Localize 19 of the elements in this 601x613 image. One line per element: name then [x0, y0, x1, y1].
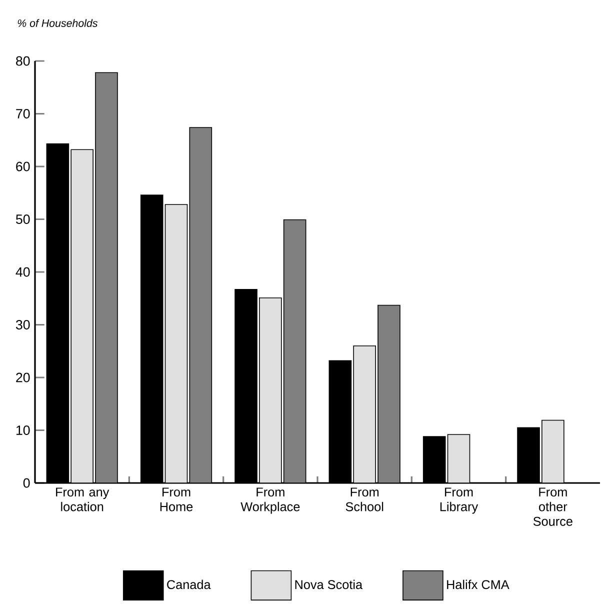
y-tick-label: 10: [16, 426, 30, 435]
legend-label: Canada: [167, 580, 211, 590]
y-tick-label: 20: [16, 372, 30, 382]
legend-label: Halifx CMA: [447, 580, 510, 590]
x-tick-label: From Workplace: [240, 488, 300, 514]
x-tick-label: From Home: [160, 488, 193, 512]
y-tick-label: 80: [16, 56, 30, 66]
legend-label: Nova Scotia: [295, 580, 363, 590]
y-tick-label: 50: [16, 214, 30, 224]
x-tick-label: From any location: [56, 488, 110, 512]
x-tick-label: From other Source: [534, 488, 573, 526]
y-tick-label: 40: [16, 267, 30, 277]
y-axis-title: % of Households: [18, 19, 98, 27]
y-tick-label: 70: [16, 109, 30, 118]
y-tick-label: 30: [16, 320, 30, 330]
y-tick-label: 0: [24, 478, 30, 488]
x-tick-label: From School: [346, 488, 384, 512]
y-tick-label: 60: [16, 162, 30, 172]
x-tick-label: From Library: [440, 488, 478, 514]
